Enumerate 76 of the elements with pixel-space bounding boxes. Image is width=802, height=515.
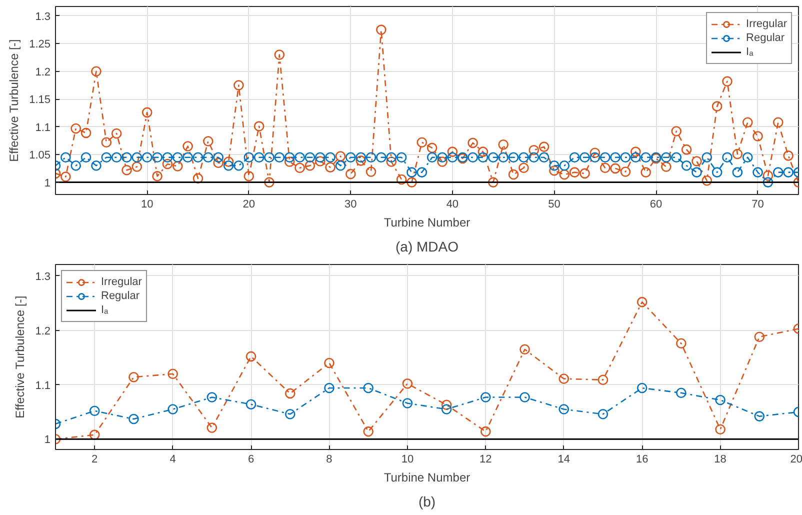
point xyxy=(480,426,491,437)
x-tick-label: 8 xyxy=(326,454,332,466)
point xyxy=(520,344,530,355)
x-axis-title: Turbine Number xyxy=(384,470,470,484)
y-axis-title: Effective Turbulence [-] xyxy=(7,39,22,162)
y-tick-label: 1.3 xyxy=(35,270,51,283)
point xyxy=(480,392,491,402)
point xyxy=(246,399,256,410)
point xyxy=(128,414,139,424)
point xyxy=(520,392,530,402)
point xyxy=(676,338,686,349)
y-tick-label: 1.25 xyxy=(29,38,51,51)
point xyxy=(598,408,608,420)
point xyxy=(598,374,608,385)
point xyxy=(206,422,218,433)
x-tick-label: 70 xyxy=(752,198,764,210)
x-tick-label: 6 xyxy=(248,454,254,466)
x-tick-label: 10 xyxy=(401,454,414,466)
x-tick-label: 14 xyxy=(558,454,570,466)
point xyxy=(206,392,218,402)
x-tick-label: 10 xyxy=(140,198,154,210)
point xyxy=(636,382,648,394)
point xyxy=(324,358,334,368)
point xyxy=(363,426,374,437)
x-tick-label: 60 xyxy=(650,198,662,210)
point xyxy=(715,424,726,435)
point xyxy=(754,332,765,342)
x-tick-label: 20 xyxy=(242,198,256,210)
x-tick-label: 30 xyxy=(344,198,357,210)
legend-label: Iₐ xyxy=(746,45,754,59)
point xyxy=(89,430,100,440)
point xyxy=(636,296,648,308)
legend-label: Regular xyxy=(746,31,785,45)
point xyxy=(402,378,413,389)
point xyxy=(441,404,452,414)
x-tick-label: 16 xyxy=(636,454,648,466)
y-tick-label: 1 xyxy=(44,177,51,190)
x-tick-label: 12 xyxy=(480,454,492,466)
point xyxy=(676,388,686,398)
y-tick-label: 1.15 xyxy=(29,94,51,106)
point xyxy=(89,406,100,416)
legend-label: Regular xyxy=(101,289,140,303)
point xyxy=(284,408,296,420)
y-tick-label: 1 xyxy=(44,434,51,446)
legend-label: Irregular xyxy=(746,17,787,31)
point xyxy=(558,374,570,384)
x-axis-title: Turbine Number xyxy=(384,216,470,230)
y-tick-label: 1.2 xyxy=(35,325,51,338)
text: (a) MDAO xyxy=(396,238,459,254)
text: (b) xyxy=(418,494,436,510)
point xyxy=(363,382,374,394)
legend-label: Iₐ xyxy=(101,303,110,317)
x-tick-label: 18 xyxy=(714,454,726,466)
y-tick-label: 1.1 xyxy=(35,380,51,392)
x-tick-label: 20 xyxy=(790,454,802,466)
x-tick-label: 2 xyxy=(92,454,98,466)
point xyxy=(168,368,178,380)
point xyxy=(168,404,178,414)
x-tick-label: 50 xyxy=(548,198,560,210)
y-tick-label: 1.1 xyxy=(35,122,51,134)
point xyxy=(558,404,570,414)
y-tick-label: 1.2 xyxy=(35,66,51,78)
point xyxy=(715,394,726,406)
point xyxy=(324,382,334,394)
point xyxy=(128,372,139,382)
y-tick-label: 1.3 xyxy=(35,10,51,23)
x-tick-label: 40 xyxy=(446,198,459,210)
point xyxy=(441,400,452,410)
x-tick-label: 4 xyxy=(170,454,176,466)
point xyxy=(284,388,296,399)
point xyxy=(246,351,256,362)
y-tick-label: 1.05 xyxy=(29,150,51,162)
y-axis-title: Effective Turbulence [-] xyxy=(13,296,28,418)
legend-label: Irregular xyxy=(101,275,142,289)
point xyxy=(754,411,765,422)
point xyxy=(402,398,413,408)
